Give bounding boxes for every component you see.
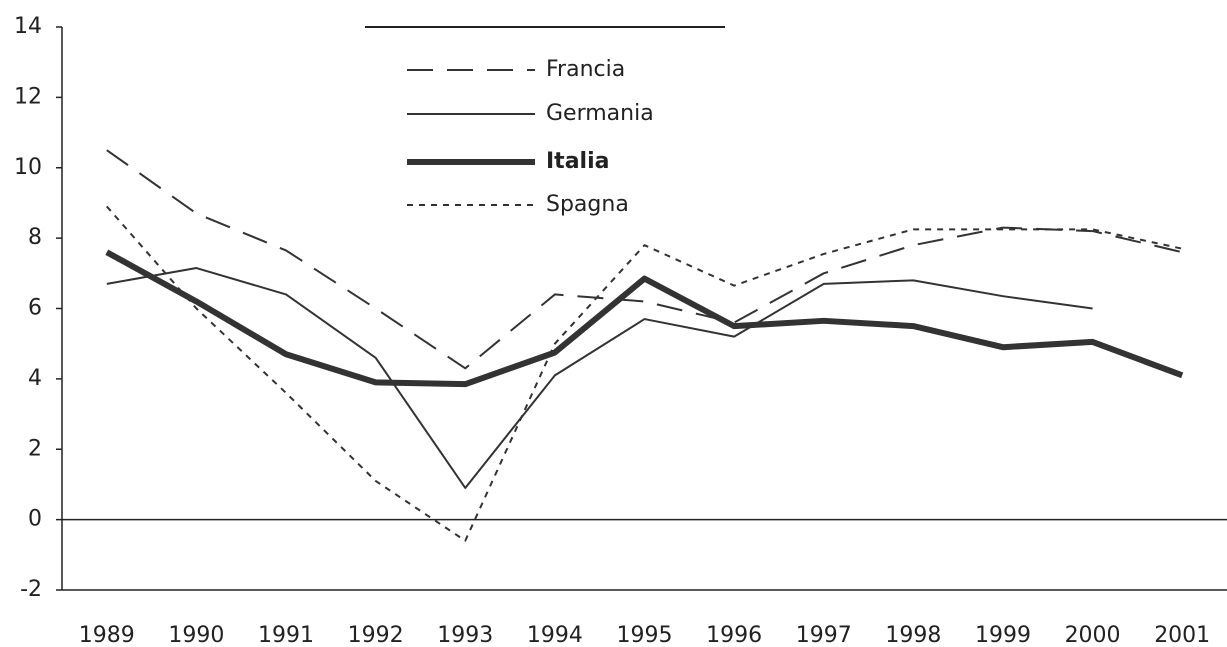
legend-label: Italia (546, 149, 609, 174)
y-tick-label: 4 (28, 366, 42, 391)
legend-label: Francia (546, 57, 625, 82)
y-tick-label: 2 (28, 436, 42, 461)
series-line (105, 249, 1184, 388)
x-tick-label: 1994 (527, 623, 583, 647)
series-line (106, 205, 1183, 542)
x-tick-label: 1999 (975, 623, 1031, 647)
x-tick-label: 2000 (1065, 623, 1121, 647)
x-tick-label: 1998 (885, 623, 941, 647)
x-tick-label: 1997 (796, 623, 852, 647)
y-tick-label: 12 (14, 84, 42, 109)
legend-label: Germania (546, 101, 654, 126)
y-tick-label: 10 (14, 155, 42, 180)
y-tick-label: 6 (28, 296, 42, 321)
y-tick-label: 0 (28, 507, 42, 532)
y-tick-label: -2 (20, 577, 42, 602)
x-tick-label: 1991 (258, 623, 314, 647)
series-line (106, 267, 1093, 489)
x-tick-label: 1989 (79, 623, 135, 647)
legend-label: Spagna (546, 192, 629, 217)
y-tick-label: 8 (28, 225, 42, 250)
series-line (106, 149, 1183, 370)
x-tick-label: 1992 (348, 623, 404, 647)
x-tick-label: 1995 (617, 623, 673, 647)
y-tick-label: 14 (14, 14, 42, 39)
x-tick-label: 1993 (437, 623, 493, 647)
x-tick-label: 1996 (706, 623, 762, 647)
x-tick-label: 1990 (168, 623, 224, 647)
x-tick-label: 2001 (1154, 623, 1210, 647)
